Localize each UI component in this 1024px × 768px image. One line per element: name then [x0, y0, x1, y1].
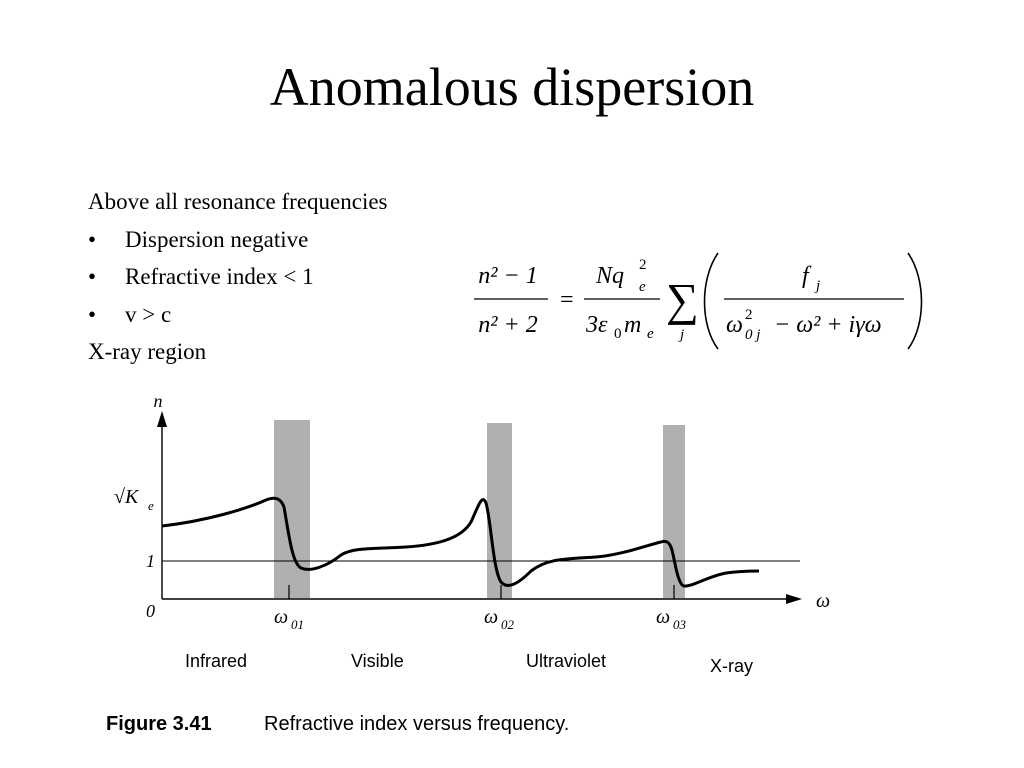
- mid-denominator: 3ε: [585, 312, 608, 338]
- bullet-text: Refractive index < 1: [125, 264, 314, 289]
- left-parenthesis: [703, 252, 719, 350]
- bullet-item: • Refractive index < 1: [88, 258, 388, 296]
- x-axis-label: ω: [816, 590, 830, 612]
- lhs-numerator: n² − 1: [478, 263, 537, 289]
- region-label-ultraviolet: Ultraviolet: [526, 651, 606, 671]
- region-label-infrared: Infrared: [185, 651, 247, 671]
- rhs-denominator-omega: ω: [726, 312, 743, 338]
- figure-caption-number: Figure 3.41: [106, 713, 212, 735]
- resonance-sub-3: 03: [673, 617, 687, 632]
- lhs-denominator: n² + 2: [478, 312, 537, 338]
- bullet-marker: •: [88, 301, 97, 327]
- resonance-label-1: ω: [274, 606, 288, 628]
- resonance-sub-1: 01: [291, 617, 304, 632]
- mid-denominator-sub-e: e: [647, 326, 654, 342]
- y-axis-label: n: [154, 391, 163, 411]
- right-parenthesis: [907, 252, 923, 350]
- refractive-index-figure: n √K e 1 0 ω ω 01 ω 02 ω 03 Infrared Vis…: [106, 391, 830, 735]
- mid-numerator-sub: e: [639, 279, 646, 295]
- sqrt-ke-subscript: e: [148, 498, 154, 513]
- xray-region-line: X-ray region: [88, 339, 207, 364]
- region-label-visible: Visible: [351, 651, 404, 671]
- y-tick-zero: 0: [146, 601, 155, 621]
- dispersion-equation: n² − 1 n² + 2 = Nq 2 e 3ε 0 m e ∑ j f j …: [474, 252, 923, 350]
- rhs-denominator-rest: − ω² + iγω: [774, 312, 882, 338]
- mid-denominator-m: m: [624, 312, 641, 338]
- summation-symbol: ∑: [666, 274, 699, 325]
- bullet-text: v > c: [125, 301, 172, 327]
- absorption-band-1: [274, 420, 310, 598]
- absorption-band-2: [487, 423, 512, 598]
- bullet-item: • v > c: [88, 296, 388, 334]
- bullet-marker: •: [88, 264, 97, 289]
- rhs-numerator-sub: j: [814, 278, 820, 294]
- rhs-denominator-sub: 0 j: [745, 327, 760, 343]
- y-tick-one: 1: [146, 551, 155, 571]
- slide-body: Above all resonance frequencies • Disper…: [88, 183, 388, 371]
- mid-numerator-sup: 2: [639, 257, 647, 273]
- region-label-xray: X-ray: [710, 656, 753, 676]
- slide-title: Anomalous dispersion: [269, 57, 755, 117]
- equals-sign: =: [560, 287, 574, 313]
- bullet-marker: •: [88, 226, 97, 252]
- resonance-sub-2: 02: [501, 617, 515, 632]
- bullet-item: • Dispersion negative: [88, 221, 388, 259]
- sqrt-ke-tick-label: √K e: [114, 486, 154, 513]
- sqrt-ke-label: √K: [114, 486, 140, 508]
- mid-denominator-sub0: 0: [614, 326, 622, 342]
- resonance-label-3: ω: [656, 606, 670, 628]
- intro-line: Above all resonance frequencies: [88, 189, 388, 214]
- figure-caption-text: Refractive index versus frequency.: [264, 713, 569, 735]
- mid-numerator: Nq: [595, 263, 624, 289]
- y-axis-arrow: [157, 411, 167, 427]
- rhs-denominator-sup: 2: [745, 307, 753, 323]
- summation-index: j: [678, 327, 684, 343]
- resonance-label-2: ω: [484, 606, 498, 628]
- refractive-index-curve: [161, 496, 760, 588]
- x-axis-arrow: [786, 594, 802, 604]
- rhs-numerator: f: [802, 263, 812, 289]
- bullet-text: Dispersion negative: [125, 226, 309, 252]
- absorption-band-3: [663, 425, 685, 598]
